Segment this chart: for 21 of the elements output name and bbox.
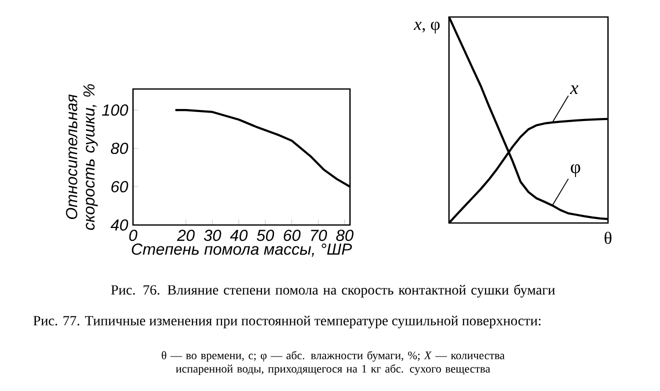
y-tick-label: 80 <box>110 142 128 154</box>
y-tick-label: 40 <box>110 219 128 231</box>
series-label: φ <box>570 164 580 178</box>
text: θ — во времени, с; φ — абс. влажности бумаги, %; X — количества испаренной воды, приходящегося на 1 кг абс. сухого вещества <box>162 350 505 375</box>
y-tick-label: 100 <box>102 104 128 116</box>
text: Рис. 76. Влияние степени помола на скорость контактной сушки бумаги <box>111 284 555 298</box>
x-tick-label: 50 <box>256 230 274 242</box>
y-axis-title: Относительная скорость сушки, % <box>66 84 98 230</box>
x-tick-label: 20 <box>176 230 195 242</box>
x-tick-label: 0 <box>129 230 138 242</box>
x-tick-label: 80 <box>336 230 354 242</box>
x-axis-title: θ <box>604 232 612 244</box>
x-tick-label: 30 <box>204 230 222 242</box>
x-tick-label: 70 <box>310 230 327 242</box>
series-label: x <box>570 85 578 94</box>
x-tick-label: 40 <box>230 230 248 242</box>
y-tick-label: 60 <box>111 181 128 192</box>
text: Рис. 77. Типичные изменения при постоянной температуре сушильной поверхности: <box>33 316 540 328</box>
x-tick-label: 60 <box>284 230 301 242</box>
y-axis-title: x, φ <box>414 22 440 34</box>
x-axis-title: Степень помола массы, °ШР <box>132 244 352 257</box>
